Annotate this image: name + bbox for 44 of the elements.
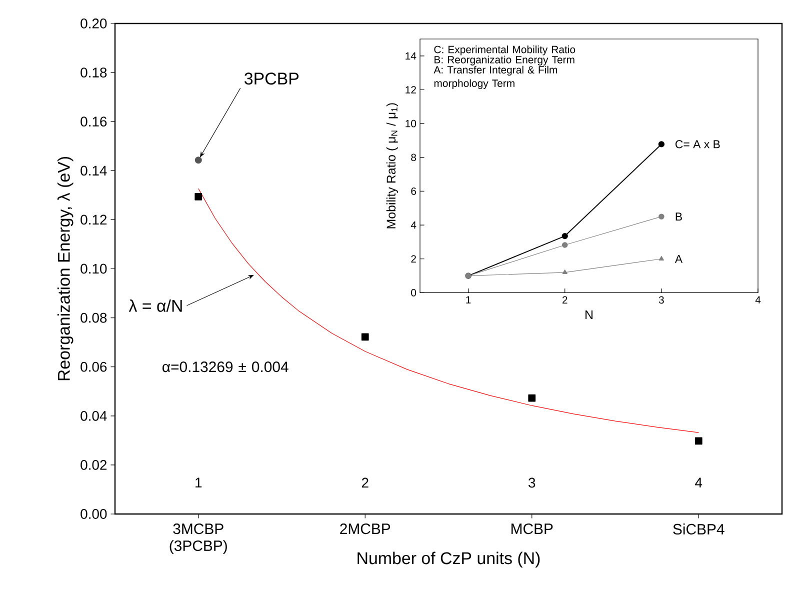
x-axis-title: N xyxy=(586,310,592,320)
annotation: λ = α/N xyxy=(128,299,182,312)
x-tick-label: 1 xyxy=(466,296,471,304)
y-tick-label: 0 xyxy=(411,289,416,296)
y-tick-label: 0.00 xyxy=(80,509,107,519)
x-tick-label: 4 xyxy=(755,296,761,304)
annotation: α=0.13269 ± 0.004 xyxy=(162,362,288,372)
y-tick-label: 0.14 xyxy=(80,166,107,176)
x-tick-label: 1 xyxy=(196,478,202,488)
text: 3MCBP (3PCBP) xyxy=(170,524,227,554)
y-tick-label: 0.06 xyxy=(80,362,107,372)
y-tick-label: 0.20 xyxy=(80,18,107,28)
y-tick-label: 0.10 xyxy=(80,264,107,274)
y-tick-label: 0.08 xyxy=(80,312,107,323)
y-axis-title: Mobility Ratio ( μ$_{N}$ / μ$_{1}$) xyxy=(386,103,398,228)
y-tick-label: 10 xyxy=(406,120,416,128)
y-tick-label: 4 xyxy=(410,221,416,229)
y-tick-label: 6 xyxy=(411,188,416,195)
y-tick-label: 0.02 xyxy=(80,460,107,470)
series-label: A xyxy=(674,254,683,263)
y-tick-label: 2 xyxy=(411,255,416,263)
x-tick-label: 4 xyxy=(695,478,702,488)
y-tick-label: 0.04 xyxy=(80,410,107,421)
annotation: A: Transfer Integral & Film morphology Term xyxy=(434,66,558,90)
annotation: C: Experimental Mobility Ratio xyxy=(434,46,576,56)
x-tick-label: 3 xyxy=(528,478,536,488)
x-tick-label: 2 xyxy=(362,478,368,488)
text: MCBP xyxy=(512,524,553,534)
x-axis-title: Number of CzP units (N) xyxy=(358,552,540,568)
y-tick-label: 0.12 xyxy=(80,214,107,225)
y-tick-label: 8 xyxy=(411,154,416,162)
x-tick-label: 3 xyxy=(658,296,664,304)
text: SiCBP4 xyxy=(673,524,724,534)
annotation: 3PCBP xyxy=(244,72,299,85)
y-tick-label: 14 xyxy=(406,52,416,60)
annotation: B: Reorganizatio Energy Term xyxy=(434,56,574,66)
text: 2MCBP xyxy=(340,524,390,534)
y-tick-label: 0.18 xyxy=(80,68,107,78)
series-label: C= A x B xyxy=(675,140,720,148)
y-tick-label: 12 xyxy=(406,86,416,94)
y-tick-label: 0.16 xyxy=(80,116,107,127)
series-label: B xyxy=(676,212,682,221)
y-axis-title: Reorganization Energy, λ (eV) xyxy=(57,157,74,380)
x-tick-label: 2 xyxy=(562,296,568,304)
